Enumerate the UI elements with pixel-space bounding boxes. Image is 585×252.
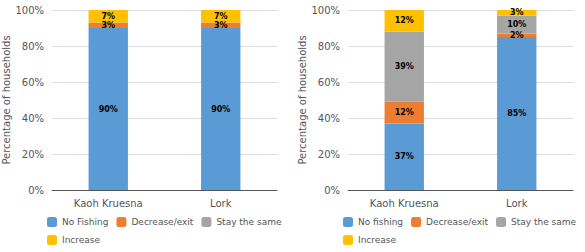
svg-text:60%: 60% (22, 77, 44, 88)
svg-text:7%: 7% (101, 12, 115, 21)
svg-text:Lork: Lork (506, 198, 528, 209)
svg-text:80%: 80% (318, 41, 340, 52)
svg-text:No fishing: No fishing (358, 217, 403, 227)
svg-text:Stay the same: Stay the same (511, 217, 577, 227)
svg-text:Lork: Lork (210, 198, 232, 209)
svg-text:20%: 20% (22, 149, 44, 160)
svg-text:Percentage of households: Percentage of households (1, 35, 12, 164)
svg-text:Increase: Increase (62, 235, 101, 245)
svg-text:0%: 0% (28, 185, 44, 196)
svg-text:37%: 37% (395, 152, 414, 161)
svg-text:10%: 10% (507, 20, 526, 29)
svg-text:40%: 40% (22, 113, 44, 124)
svg-text:Kaoh Kruesna: Kaoh Kruesna (370, 198, 439, 209)
svg-text:3%: 3% (101, 21, 115, 30)
svg-text:90%: 90% (99, 105, 118, 114)
svg-text:39%: 39% (395, 62, 414, 71)
svg-text:Stay the same: Stay the same (216, 217, 282, 227)
svg-text:12%: 12% (395, 108, 414, 117)
svg-text:Decrease/exit: Decrease/exit (426, 217, 488, 227)
svg-text:12%: 12% (395, 16, 414, 25)
svg-text:Decrease/exit: Decrease/exit (131, 217, 193, 227)
svg-text:7%: 7% (214, 12, 228, 21)
svg-text:Kaoh Kruesna: Kaoh Kruesna (74, 198, 143, 209)
svg-text:80%: 80% (22, 41, 44, 52)
svg-text:2%: 2% (510, 31, 524, 40)
svg-text:No Fishing: No Fishing (62, 217, 108, 227)
svg-text:0%: 0% (324, 185, 340, 196)
svg-text:60%: 60% (318, 77, 340, 88)
svg-text:100%: 100% (311, 5, 340, 16)
svg-text:90%: 90% (211, 105, 230, 114)
svg-text:85%: 85% (507, 109, 526, 118)
svg-text:3%: 3% (214, 21, 228, 30)
svg-text:Percentage of households: Percentage of households (297, 35, 308, 164)
svg-text:Increase: Increase (358, 235, 397, 245)
svg-text:100%: 100% (15, 5, 44, 16)
svg-text:20%: 20% (318, 149, 340, 160)
svg-text:3%: 3% (510, 8, 524, 17)
svg-text:40%: 40% (318, 113, 340, 124)
